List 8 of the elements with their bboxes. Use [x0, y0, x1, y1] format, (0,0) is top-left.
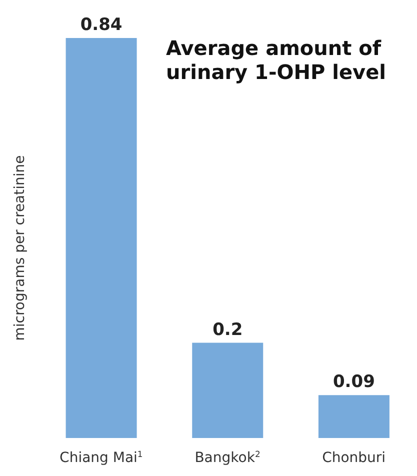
- x-tick-label: Chiang Mai$^{1}$: [60, 449, 143, 466]
- y-axis-title: micrograms per creatinine: [12, 155, 28, 341]
- x-tick-label: Chonburi: [322, 450, 386, 466]
- x-tick-label: Bangkok$^{2}$: [194, 449, 260, 466]
- data-label: 0.09: [332, 372, 375, 392]
- text: Average amount of urinary 1-OHP level: [166, 36, 388, 84]
- data-label: 0.84: [80, 15, 122, 35]
- data-label: 0.2: [212, 320, 243, 340]
